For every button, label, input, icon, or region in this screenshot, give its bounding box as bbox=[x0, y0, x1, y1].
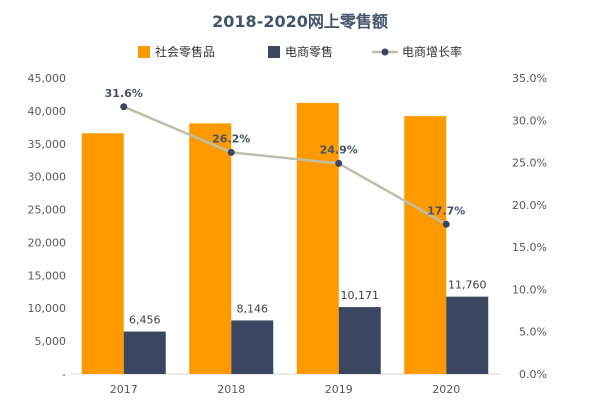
line-point bbox=[227, 148, 235, 156]
x-tick-label: 2020 bbox=[432, 383, 460, 396]
y-left-tick-label: 25,000 bbox=[28, 204, 67, 217]
y-left-tick-label: 5,000 bbox=[35, 335, 67, 348]
y-left-tick-label: 15,000 bbox=[28, 269, 67, 282]
legend-label: 社会零售品 bbox=[155, 44, 215, 59]
bar-series bbox=[81, 102, 489, 375]
bar bbox=[123, 331, 166, 374]
bar bbox=[404, 116, 447, 374]
line-point bbox=[120, 103, 128, 111]
bar bbox=[189, 123, 232, 375]
y-right-tick-label: 35.0% bbox=[512, 72, 547, 85]
line-value-label: 31.6% bbox=[105, 87, 143, 100]
y-left-tick-label: 10,000 bbox=[28, 302, 67, 315]
line-value-label: 17.7% bbox=[427, 204, 465, 217]
y-left-tick-label: 40,000 bbox=[28, 105, 67, 118]
x-tick-label: 2017 bbox=[110, 383, 138, 396]
y-right-tick-label: 20.0% bbox=[512, 199, 547, 212]
right-y-axis: 0.0% 5.0% 10.0% 15.0% 20.0% 25.0% 30.0% 35.0% bbox=[512, 72, 547, 381]
line-series bbox=[120, 103, 450, 228]
x-tick-label: 2019 bbox=[325, 383, 353, 396]
line-labels: 31.6% 26.2% 24.9% 17.7% bbox=[105, 87, 466, 218]
bar bbox=[231, 320, 274, 374]
y-left-tick-label: 35,000 bbox=[28, 138, 67, 151]
legend-label: 电商增长率 bbox=[402, 44, 462, 59]
bar bbox=[81, 133, 124, 374]
growth-line bbox=[123, 105, 447, 226]
bar-labels: 6,456 8,146 10,171 11,760 bbox=[129, 279, 487, 327]
y-left-tick-label: 30,000 bbox=[28, 171, 67, 184]
y-right-tick-label: 0.0% bbox=[519, 368, 547, 381]
y-right-tick-label: 10.0% bbox=[512, 283, 547, 296]
y-left-tick-label: 45,000 bbox=[28, 72, 67, 85]
line-value-label: 26.2% bbox=[212, 132, 250, 145]
left-y-axis: - 5,000 10,000 15,000 20,000 25,000 30,000 35,0… bbox=[28, 72, 67, 381]
bar bbox=[296, 102, 339, 375]
x-tick-label: 2018 bbox=[217, 383, 245, 396]
bar-value-label: 11,760 bbox=[448, 279, 487, 292]
bar bbox=[338, 307, 381, 374]
legend-label: 电商零售 bbox=[285, 44, 333, 59]
line-point bbox=[335, 159, 343, 167]
bar bbox=[446, 296, 489, 374]
legend-swatch bbox=[268, 46, 280, 58]
y-left-tick-label: 20,000 bbox=[28, 236, 67, 249]
y-right-tick-label: 30.0% bbox=[512, 114, 547, 127]
y-right-tick-label: 5.0% bbox=[519, 326, 547, 339]
y-left-tick-label: - bbox=[62, 368, 66, 381]
line-value-label: 24.9% bbox=[320, 143, 358, 156]
x-axis: 2017 2018 2019 2020 bbox=[110, 383, 461, 396]
y-right-tick-label: 15.0% bbox=[512, 241, 547, 254]
legend-swatch bbox=[138, 46, 150, 58]
chart-title: 2018-2020网上零售额 bbox=[212, 12, 388, 31]
bar-value-label: 10,171 bbox=[341, 289, 380, 302]
bar-value-label: 8,146 bbox=[237, 302, 269, 315]
chart-legend: 社会零售品 电商零售 电商增长率 bbox=[138, 44, 462, 59]
y-right-tick-label: 25.0% bbox=[512, 157, 547, 170]
line-point bbox=[442, 220, 450, 228]
legend-marker bbox=[381, 48, 389, 56]
bar-value-label: 6,456 bbox=[129, 314, 161, 327]
